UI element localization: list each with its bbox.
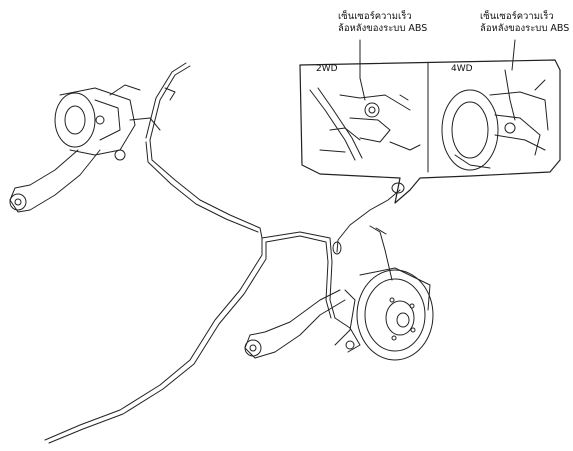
callout-right: เซ็นเซอร์ความเร็ว ล้อหลังของระบบ ABS (480, 11, 569, 35)
left-rear-suspension (9, 84, 176, 213)
callout-right-line1: เซ็นเซอร์ความเร็ว (480, 11, 554, 22)
right-rear-suspension (244, 267, 434, 361)
abs-sensor-harness (332, 182, 405, 281)
panel-2wd-label: 2WD (316, 64, 338, 74)
callout-right-line2: ล้อหลังของระบบ ABS (480, 23, 570, 34)
callout-left-line2: ล้อหลังของระบบ ABS (338, 23, 428, 34)
panel-4wd-label: 4WD (451, 64, 473, 74)
inset-2wd-detail (309, 77, 421, 161)
inset-frame (299, 59, 561, 204)
callout-left: เซ็นเซอร์ความเร็ว ล้อหลังของระบบ ABS (338, 11, 427, 35)
callout-leaders (359, 39, 516, 79)
inset-4wd-detail (441, 69, 549, 171)
brake-line (44, 62, 336, 444)
callout-left-line1: เซ็นเซอร์ความเร็ว (338, 11, 412, 22)
